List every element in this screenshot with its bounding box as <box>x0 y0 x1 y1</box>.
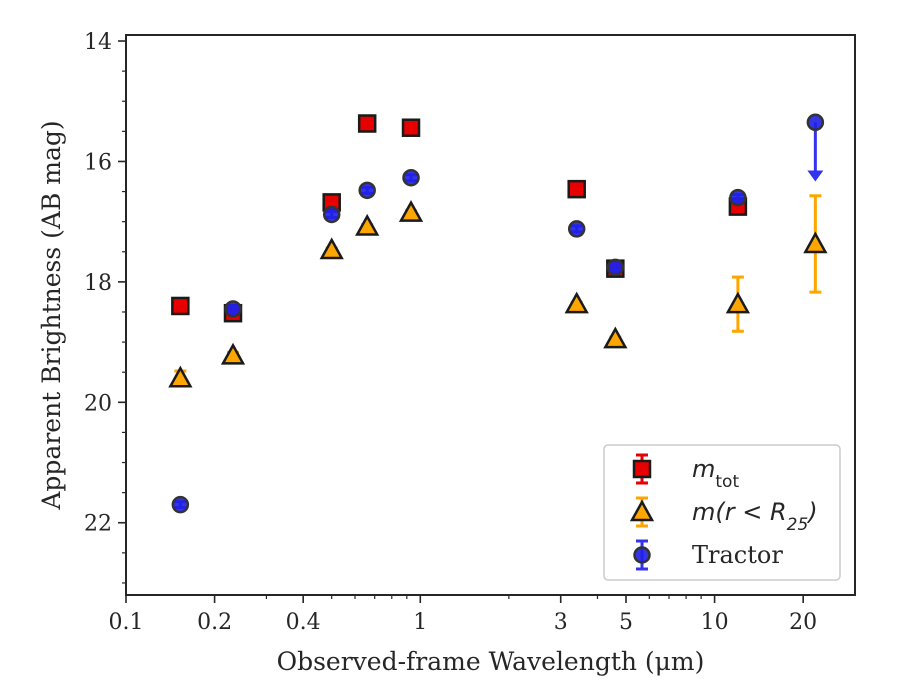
series-1 <box>168 194 828 388</box>
data-point <box>322 205 341 224</box>
y-axis-label: Apparent Brightness (AB mag) <box>37 120 66 510</box>
data-point <box>567 220 586 238</box>
plot-frame <box>125 34 856 596</box>
legend-label: m(r < R25) <box>692 498 818 535</box>
x-tick-label: 1 <box>413 610 427 635</box>
y-tick-label: 18 <box>84 271 112 296</box>
series-2 <box>171 113 825 514</box>
data-point <box>725 291 751 314</box>
data-point <box>171 495 190 514</box>
data-point <box>220 342 246 365</box>
legend-marker <box>633 546 651 564</box>
data-point <box>803 231 828 254</box>
y-tick-label: 14 <box>84 30 112 55</box>
data-point <box>168 365 193 388</box>
legend-marker <box>629 499 655 522</box>
data-point <box>603 326 628 349</box>
data-point <box>401 118 421 137</box>
data-point <box>358 181 376 200</box>
y-tick-label: 16 <box>84 150 112 175</box>
upper-limit-arrow <box>807 170 824 182</box>
x-axis-label: Observed-frame Wavelength (μm) <box>277 647 705 676</box>
legend-label: Tractor <box>692 541 783 569</box>
legend-box <box>603 444 841 581</box>
series-0 <box>171 114 748 323</box>
data-point <box>564 291 589 314</box>
legend-label: mtot <box>692 455 739 492</box>
x-tick-label: 3 <box>554 610 568 635</box>
legend: mtot m(r < R25) Tractor <box>603 444 841 581</box>
data-point <box>729 188 747 207</box>
data-point <box>402 168 420 187</box>
data-point <box>357 114 377 133</box>
data-point <box>171 296 190 316</box>
x-tick-label: 10 <box>701 610 729 635</box>
data-point <box>606 258 625 277</box>
x-tick-label: 0.4 <box>286 610 321 635</box>
data-point <box>398 200 424 222</box>
data-point <box>806 113 825 132</box>
data-point <box>567 179 586 199</box>
legend-marker <box>632 459 652 479</box>
x-tick-label: 0.1 <box>109 610 144 635</box>
y-tick-label: 20 <box>84 391 112 416</box>
x-tick-label: 5 <box>619 610 633 635</box>
data-point <box>355 213 380 236</box>
y-tick-label: 22 <box>84 512 112 537</box>
data-point <box>224 300 242 318</box>
data-point <box>319 237 344 260</box>
x-tick-label: 0.2 <box>197 610 232 635</box>
x-tick-label: 20 <box>789 610 817 635</box>
